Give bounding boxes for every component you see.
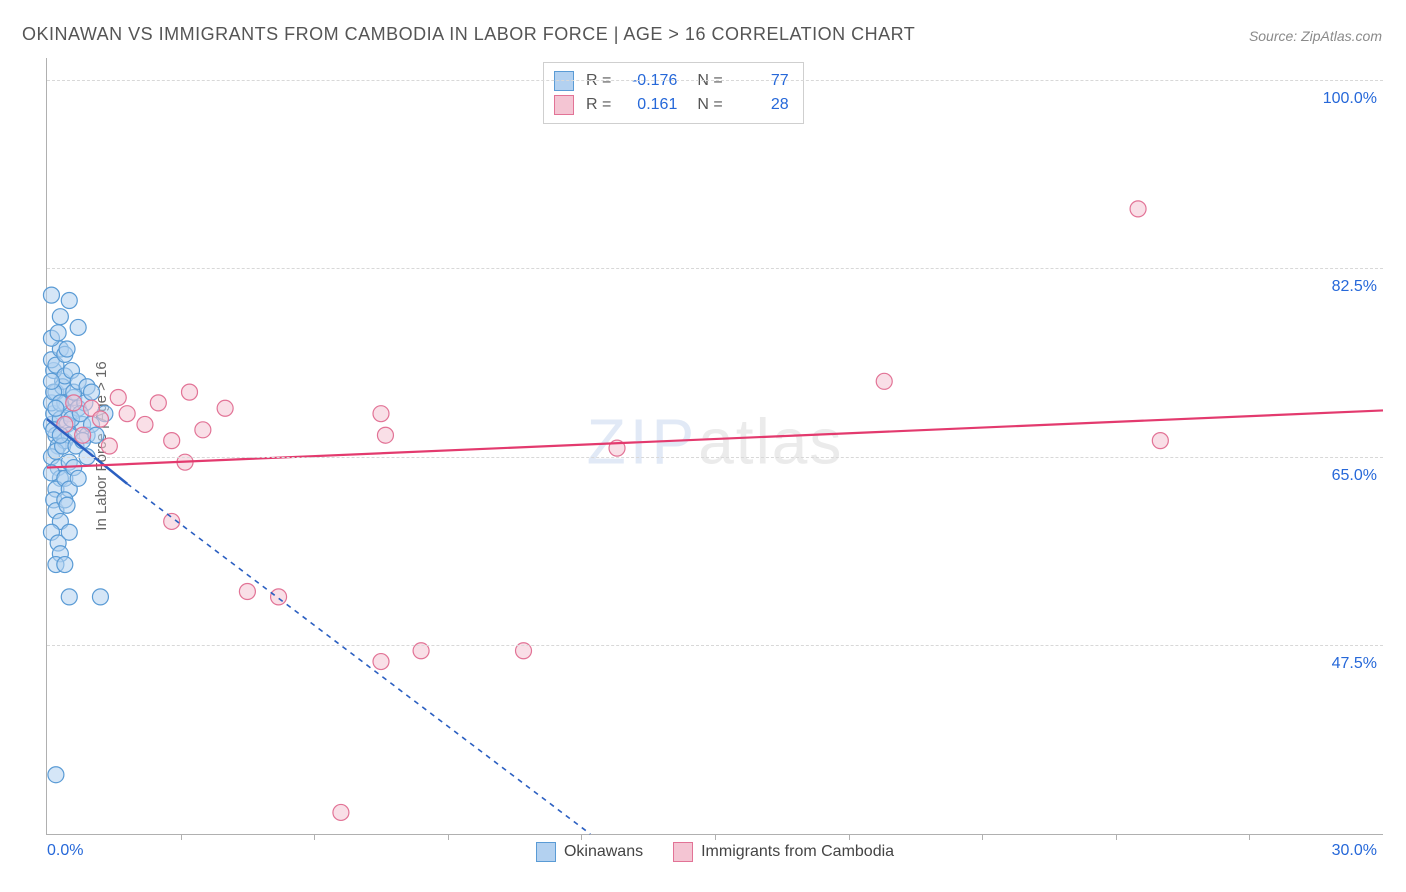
legend-item-okinawans: Okinawans bbox=[536, 842, 643, 862]
n-label: N = bbox=[697, 69, 722, 93]
data-point bbox=[164, 433, 180, 449]
r-label: R = bbox=[586, 69, 611, 93]
data-point bbox=[43, 287, 59, 303]
data-point bbox=[92, 589, 108, 605]
source-label: Source: ZipAtlas.com bbox=[1249, 28, 1382, 44]
x-tick bbox=[181, 834, 182, 840]
x-tick bbox=[448, 834, 449, 840]
data-point bbox=[195, 422, 211, 438]
legend-swatch-okinawans bbox=[536, 842, 556, 862]
n-label: N = bbox=[697, 93, 722, 117]
legend-label-okinawans: Okinawans bbox=[564, 843, 643, 861]
x-tick bbox=[1249, 834, 1250, 840]
legend-swatch-cambodia bbox=[673, 842, 693, 862]
data-point bbox=[59, 497, 75, 513]
gridline bbox=[47, 457, 1383, 458]
r-value-cambodia: 0.161 bbox=[621, 93, 677, 117]
trendline-cambodia bbox=[47, 410, 1383, 467]
data-point bbox=[52, 309, 68, 325]
stats-row-cambodia: R = 0.161 N = 28 bbox=[554, 93, 789, 117]
data-point bbox=[182, 384, 198, 400]
data-point bbox=[373, 654, 389, 670]
data-point bbox=[101, 438, 117, 454]
y-grid-label: 65.0% bbox=[1332, 467, 1377, 485]
y-grid-label: 100.0% bbox=[1323, 90, 1377, 108]
data-point bbox=[1130, 201, 1146, 217]
data-point bbox=[75, 427, 91, 443]
data-point bbox=[1152, 433, 1168, 449]
gridline bbox=[47, 645, 1383, 646]
chart-plot-area: In Labor Force | Age > 16 ZIPatlas R = -… bbox=[46, 58, 1383, 835]
data-point bbox=[239, 584, 255, 600]
data-point bbox=[50, 325, 66, 341]
n-value-okinawans: 77 bbox=[733, 69, 789, 93]
data-point bbox=[61, 524, 77, 540]
r-label: R = bbox=[586, 93, 611, 117]
data-point bbox=[84, 384, 100, 400]
data-point bbox=[48, 767, 64, 783]
data-point bbox=[43, 373, 59, 389]
chart-title: OKINAWAN VS IMMIGRANTS FROM CAMBODIA IN … bbox=[22, 24, 915, 45]
data-point bbox=[92, 411, 108, 427]
x-tick bbox=[314, 834, 315, 840]
data-point bbox=[61, 293, 77, 309]
data-point bbox=[66, 395, 82, 411]
legend-label-cambodia: Immigrants from Cambodia bbox=[701, 843, 894, 861]
gridline bbox=[47, 80, 1383, 81]
data-point bbox=[217, 400, 233, 416]
data-point bbox=[70, 319, 86, 335]
data-point bbox=[70, 470, 86, 486]
bottom-legend: Okinawans Immigrants from Cambodia bbox=[47, 842, 1383, 862]
data-point bbox=[333, 804, 349, 820]
swatch-okinawans bbox=[554, 71, 574, 91]
x-tick bbox=[982, 834, 983, 840]
legend-item-cambodia: Immigrants from Cambodia bbox=[673, 842, 894, 862]
gridline bbox=[47, 268, 1383, 269]
r-value-okinawans: -0.176 bbox=[621, 69, 677, 93]
y-grid-label: 82.5% bbox=[1332, 278, 1377, 296]
data-point bbox=[110, 390, 126, 406]
data-point bbox=[271, 589, 287, 605]
swatch-cambodia bbox=[554, 95, 574, 115]
data-point bbox=[48, 400, 64, 416]
x-tick bbox=[715, 834, 716, 840]
data-point bbox=[150, 395, 166, 411]
stats-row-okinawans: R = -0.176 N = 77 bbox=[554, 69, 789, 93]
data-point bbox=[57, 557, 73, 573]
chart-svg bbox=[47, 58, 1383, 834]
n-value-cambodia: 28 bbox=[733, 93, 789, 117]
data-point bbox=[377, 427, 393, 443]
data-point bbox=[137, 416, 153, 432]
data-point bbox=[61, 589, 77, 605]
stats-legend-box: R = -0.176 N = 77 R = 0.161 N = 28 bbox=[543, 62, 804, 124]
data-point bbox=[119, 406, 135, 422]
x-tick bbox=[1116, 834, 1117, 840]
data-point bbox=[59, 341, 75, 357]
y-grid-label: 47.5% bbox=[1332, 655, 1377, 673]
data-point bbox=[876, 373, 892, 389]
x-tick bbox=[581, 834, 582, 840]
x-tick bbox=[849, 834, 850, 840]
data-point bbox=[373, 406, 389, 422]
